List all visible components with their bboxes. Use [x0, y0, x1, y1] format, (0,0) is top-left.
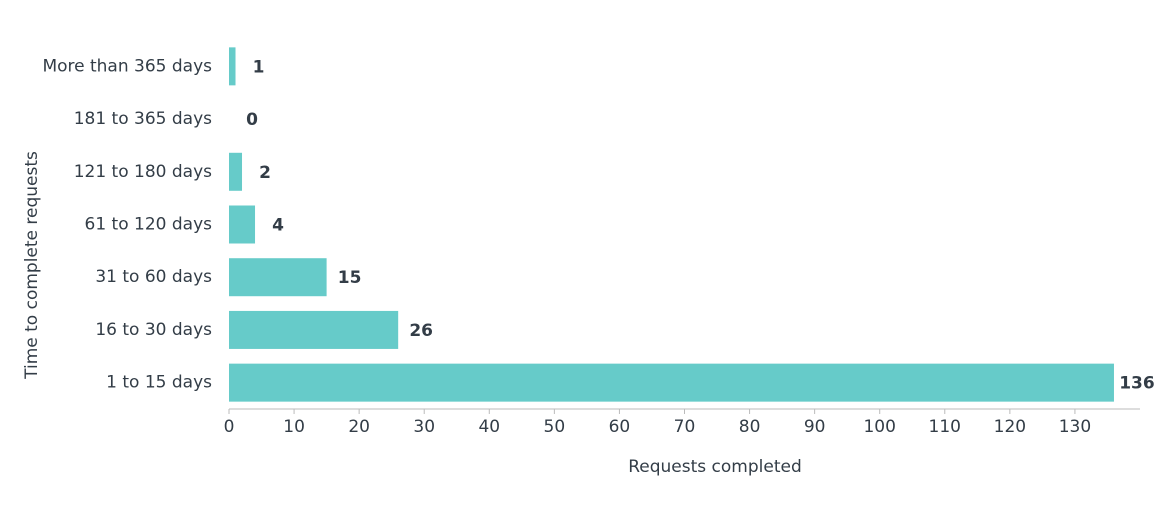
- x-tick-label: 40: [478, 417, 500, 437]
- y-tick-label: 181 to 365 days: [74, 109, 212, 129]
- x-tick-label: 20: [348, 417, 370, 437]
- x-tick-label: 130: [1059, 417, 1091, 437]
- bar: [229, 258, 327, 297]
- x-tick-label: 10: [283, 417, 305, 437]
- value-label: 1: [253, 57, 265, 77]
- y-tick-label: 1 to 15 days: [106, 373, 212, 393]
- y-tick-label: More than 365 days: [42, 56, 212, 76]
- x-tick-label: 70: [674, 417, 696, 437]
- value-label: 136: [1119, 374, 1155, 394]
- value-label: 4: [272, 216, 284, 236]
- y-tick-label: 16 to 30 days: [95, 320, 212, 340]
- x-tick-label: 0: [224, 417, 235, 437]
- y-tick-label: 61 to 120 days: [85, 215, 213, 235]
- x-tick-label: 90: [804, 417, 826, 437]
- value-label: 0: [246, 110, 258, 130]
- x-axis-label: Requests completed: [628, 457, 802, 477]
- bar: [229, 310, 399, 349]
- bar: [229, 363, 1114, 402]
- x-tick-label: 110: [929, 417, 961, 437]
- x-tick-label: 100: [863, 417, 895, 437]
- bar: [229, 205, 256, 244]
- bar: [229, 47, 236, 86]
- y-tick-label: 121 to 180 days: [74, 162, 212, 182]
- x-tick-label: 30: [413, 417, 435, 437]
- value-label: 26: [409, 321, 433, 341]
- x-tick-label: 60: [609, 417, 631, 437]
- value-label: 2: [259, 163, 271, 183]
- value-label: 15: [338, 268, 362, 288]
- x-tick-label: 120: [994, 417, 1026, 437]
- bar: [229, 152, 243, 191]
- y-tick-label: 31 to 60 days: [95, 267, 212, 287]
- x-tick-label: 80: [739, 417, 761, 437]
- x-tick-label: 50: [544, 417, 566, 437]
- y-axis-label: Time to complete requests: [22, 151, 42, 380]
